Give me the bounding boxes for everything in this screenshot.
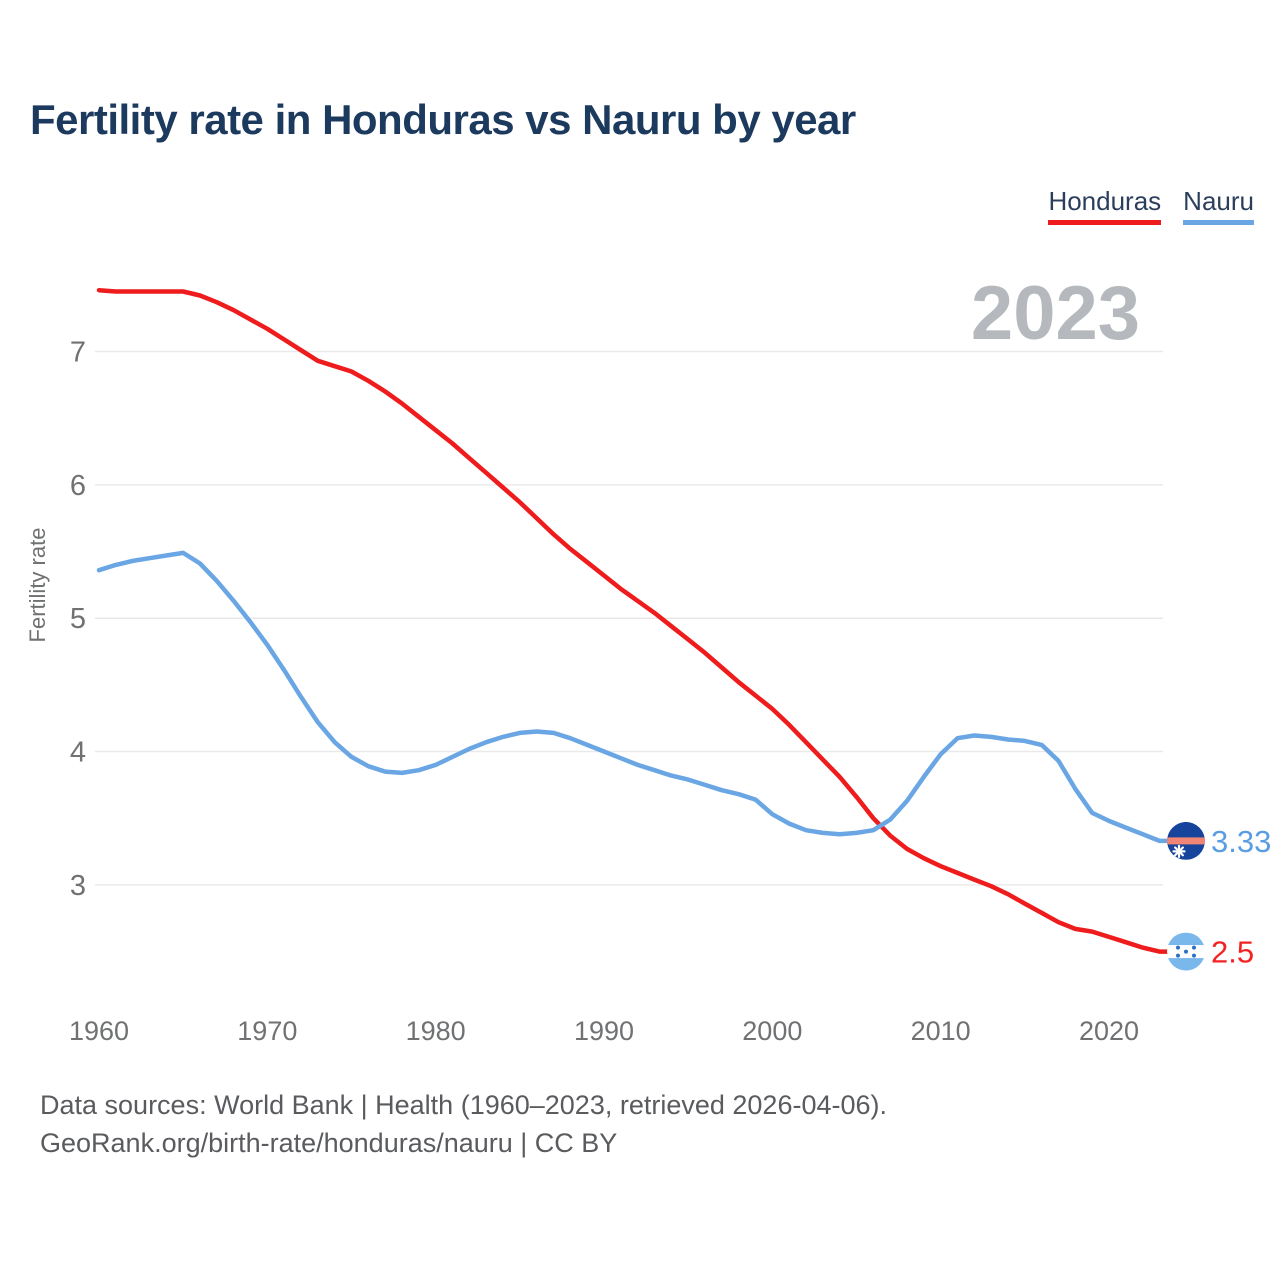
honduras-end-value: 2.5	[1211, 935, 1254, 970]
legend-item-honduras[interactable]: Honduras	[1048, 186, 1162, 225]
nauru-flag-icon	[1167, 821, 1205, 860]
x-tick-2000: 2000	[742, 1016, 802, 1046]
y-tick-3: 3	[70, 870, 86, 902]
legend: Honduras Nauru	[1048, 186, 1254, 225]
y-tick-7: 7	[70, 337, 86, 369]
footer: Data sources: World Bank | Health (1960–…	[40, 1086, 887, 1162]
legend-item-nauru[interactable]: Nauru	[1183, 186, 1254, 225]
x-tick-2020: 2020	[1079, 1016, 1139, 1046]
honduras-flag-icon	[1167, 932, 1205, 971]
x-tick-1980: 1980	[406, 1016, 466, 1046]
x-tick-1990: 1990	[574, 1016, 634, 1046]
page-title: Fertility rate in Honduras vs Nauru by y…	[30, 96, 856, 143]
footer-sources: Data sources: World Bank | Health (1960–…	[40, 1090, 887, 1120]
x-tick-1970: 1970	[237, 1016, 297, 1046]
footer-attribution: GeoRank.org/birth-rate/honduras/nauru | …	[40, 1128, 618, 1158]
y-axis-title: Fertility rate	[25, 528, 50, 643]
y-tick-4: 4	[70, 737, 86, 769]
y-tick-5: 5	[70, 603, 86, 635]
honduras-line	[96, 287, 1170, 954]
year-watermark: 2023	[970, 271, 1140, 356]
nauru-end-value: 3.33	[1211, 824, 1271, 859]
nauru-line	[96, 550, 1170, 844]
x-tick-2010: 2010	[911, 1016, 971, 1046]
y-tick-6: 6	[70, 470, 86, 502]
x-tick-1960: 1960	[69, 1016, 129, 1046]
